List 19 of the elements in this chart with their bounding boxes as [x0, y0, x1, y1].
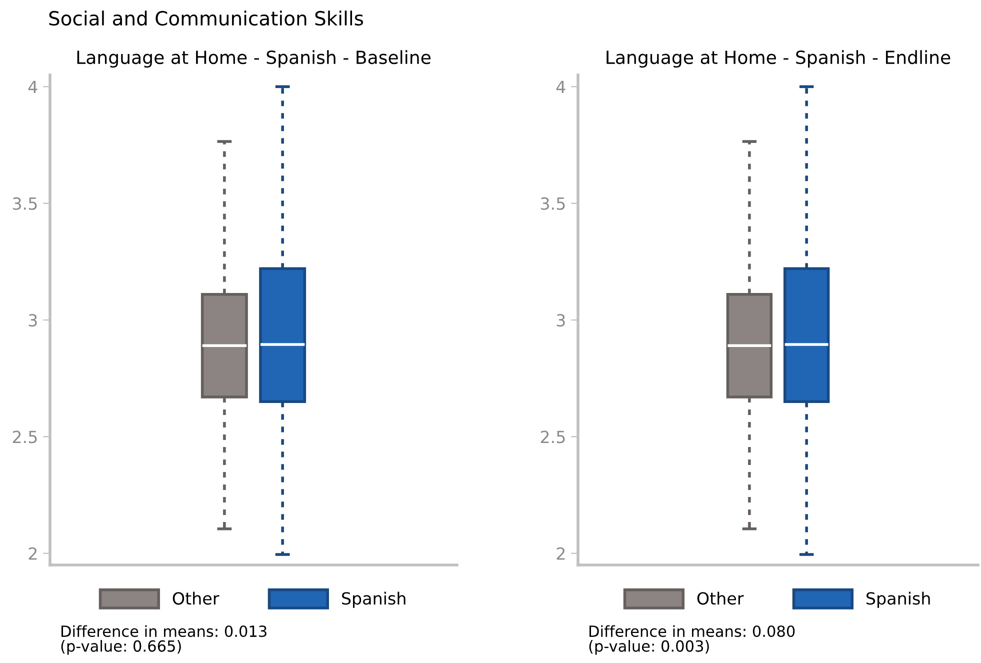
y-tick-label: 3 — [556, 314, 565, 327]
y-tick-label: 4 — [28, 80, 38, 93]
chart-title: Language at Home - Spanish - Endline — [606, 50, 950, 68]
text: Difference in means: 0.013 (p-value: 0.665) — [61, 625, 266, 655]
y-tick-label: 3 — [28, 314, 37, 327]
legend-label: Spanish — [342, 592, 406, 608]
y-tick-label: 3.5 — [12, 197, 37, 210]
legend-label: Spanish — [866, 592, 930, 608]
legend-label: Other — [697, 592, 744, 605]
legend-label: Other — [172, 592, 220, 605]
y-tick-label: 2.5 — [12, 430, 37, 444]
y-tick-label: 3.5 — [540, 197, 565, 210]
y-tick-label: 2.5 — [540, 430, 565, 444]
y-tick-label: 2 — [28, 547, 37, 560]
y-tick-label: 2 — [556, 547, 565, 560]
text: Difference in means: 0.080 (p-value: 0.003) — [589, 625, 795, 655]
text: Social and Communication Skills — [49, 10, 364, 26]
chart-title: Language at Home - Spanish - Baseline — [77, 50, 430, 68]
y-tick-label: 4 — [556, 80, 566, 93]
